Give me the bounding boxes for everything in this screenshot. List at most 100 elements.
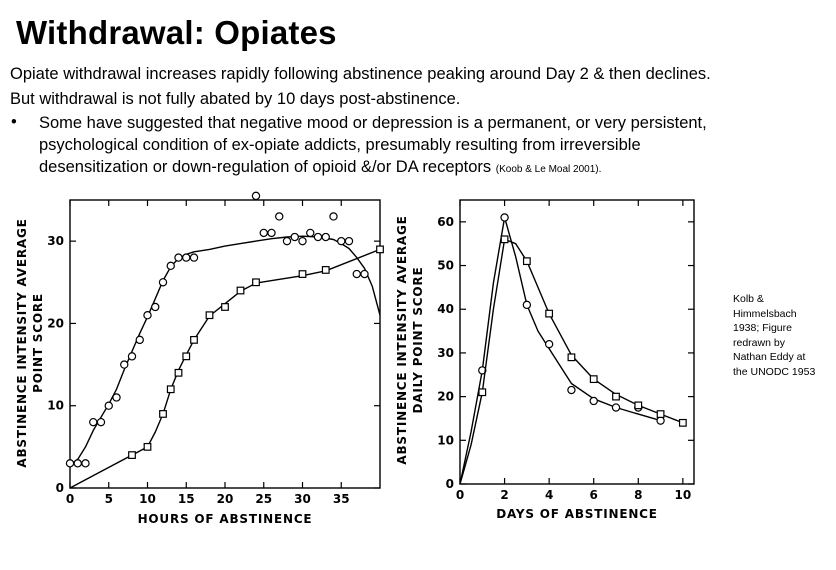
right-circle-point: [567, 385, 576, 395]
left-circle-point: [151, 302, 160, 312]
left-circle-point: [360, 269, 369, 279]
x-tick-label: 10: [675, 488, 692, 502]
right-square-point: [545, 309, 554, 318]
right-square-point: [567, 353, 576, 362]
x-tick-label: 25: [255, 492, 272, 506]
left-circle-point: [143, 311, 152, 320]
bullet-line-3: desensitization or down-regulation of op…: [39, 156, 601, 181]
x-tick-label: 8: [634, 488, 642, 502]
y-tick-label: 50: [437, 259, 454, 273]
x-tick-label: 30: [294, 492, 311, 506]
x-tick-label: 6: [590, 488, 598, 502]
left-circle-point: [174, 253, 183, 262]
left-square-point: [143, 442, 152, 451]
intro-line-1: Opiate withdrawal increases rapidly foll…: [10, 65, 711, 83]
right-square-point: [478, 388, 487, 397]
left-square-point: [159, 410, 167, 418]
left-circle-point: [89, 417, 98, 427]
left-square-point: [298, 270, 307, 278]
y-tick-label: 10: [47, 399, 64, 413]
left-circle-point: [112, 393, 121, 402]
right-square-point: [612, 392, 620, 401]
left-circle-point: [96, 417, 106, 427]
y-tick-label: 20: [47, 316, 64, 330]
credit-line: Himmelsbach: [733, 307, 797, 320]
left-square-point: [252, 278, 260, 287]
left-circle-point: [182, 253, 191, 262]
left-circle-point: [267, 228, 276, 238]
right-plot-frame: [459, 199, 695, 485]
left-circle-point: [321, 232, 330, 242]
left-circle-point: [104, 401, 113, 410]
y-tick-label: 30: [437, 346, 454, 360]
credit-line: 1938; Figure: [733, 322, 792, 334]
y-tick-label: 20: [437, 390, 454, 404]
y-tick-label: 60: [437, 215, 454, 229]
left-circle-point: [158, 278, 168, 287]
right-circle-point: [544, 339, 554, 349]
right-circle-point: [611, 403, 621, 412]
left-circle-point: [251, 191, 261, 201]
left-circle-point: [298, 236, 307, 246]
right-x-axis-label: DAYS OF ABSTINENCE: [496, 507, 658, 521]
bullet-line-2: psychological condition of ex-opiate add…: [39, 136, 641, 154]
y-tick-label: 10: [437, 433, 454, 447]
bullet-marker: •: [11, 113, 17, 131]
right-square-point: [500, 235, 509, 244]
left-square-point: [166, 385, 175, 394]
right-circle-point: [656, 416, 665, 425]
right-square-point: [634, 401, 643, 410]
left-square-point: [205, 311, 214, 320]
left-circle-point: [275, 212, 284, 221]
left-y-axis-label: ABSTINENCE INTENSITY AVERAGE: [15, 218, 29, 467]
citation: (Koob & Le Moal 2001).: [495, 164, 602, 175]
x-tick-label: 15: [178, 492, 195, 506]
right-series-2-line: [459, 238, 684, 485]
x-tick-label: 10: [139, 492, 156, 506]
right-chart: 0 2 4 6 8 10 0 10 20 30 40 50 60 DAYS OF ABSTINENCE AB…: [395, 199, 695, 521]
credit-line: redrawn by: [733, 336, 785, 349]
left-circle-point: [189, 253, 199, 262]
left-circle-point: [81, 459, 90, 468]
x-tick-label: 5: [105, 492, 113, 506]
left-circle-point: [282, 236, 292, 246]
figure-credit: Kolb & Himmelsbach 1938; Figure redrawn …: [733, 292, 829, 379]
left-square-point: [376, 245, 384, 254]
left-square-point: [128, 451, 136, 459]
left-circle-point: [65, 459, 75, 468]
x-tick-label: 35: [333, 492, 350, 506]
left-circle-point: [352, 269, 361, 279]
x-tick-label: 2: [500, 488, 508, 502]
left-chart: 0 5 10 15 20 25 30 35 0 10 20 30 HOURS OF ABSTINENCE…: [15, 191, 384, 526]
x-tick-label: 20: [217, 492, 234, 506]
right-circle-point: [500, 213, 509, 222]
credit-line: Nathan Eddy at: [733, 351, 806, 363]
left-series-2-line: [69, 248, 381, 489]
left-square-point: [221, 303, 229, 311]
left-circle-point: [344, 236, 354, 246]
left-circle-point: [73, 459, 82, 468]
left-circle-point: [337, 236, 346, 246]
left-circle-point: [135, 335, 144, 345]
left-circle-point: [259, 228, 268, 238]
bullet-line-1: Some have suggested that negative mood o…: [39, 114, 707, 132]
left-square-point: [182, 352, 191, 361]
y-tick-label: 0: [56, 481, 64, 495]
left-circle-point: [306, 228, 315, 238]
x-tick-label: 4: [545, 488, 553, 502]
right-square-point: [589, 375, 598, 384]
right-series-1-line: [459, 216, 661, 485]
y-tick-label: 30: [47, 234, 64, 248]
left-x-axis-label: HOURS OF ABSTINENCE: [138, 512, 313, 526]
right-circle-point: [522, 300, 532, 310]
left-circle-point: [329, 212, 338, 221]
left-square-point: [190, 335, 198, 344]
x-tick-label: 0: [456, 488, 464, 502]
credit-line: the UNODC 1953: [733, 365, 816, 378]
left-plot-frame: [69, 199, 381, 489]
left-square-point: [236, 286, 245, 295]
left-circle-point: [120, 360, 129, 369]
right-square-point: [678, 418, 687, 427]
left-circle-point: [127, 352, 137, 361]
